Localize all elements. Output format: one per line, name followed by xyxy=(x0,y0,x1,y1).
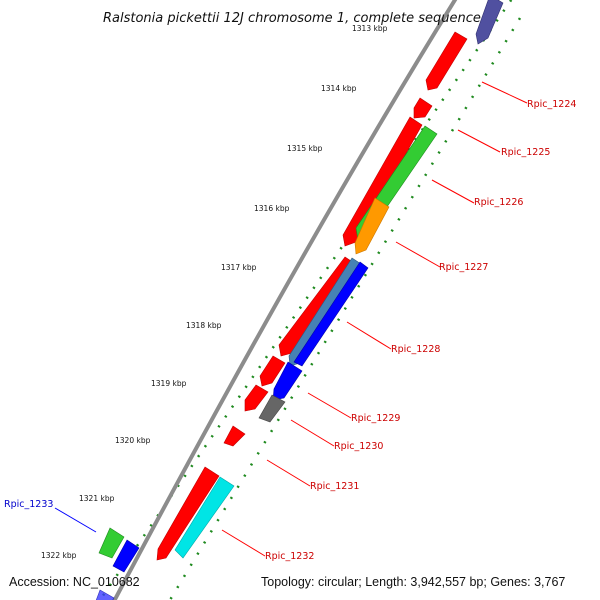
gene-label-rpic-1227[interactable]: Rpic_1227 xyxy=(439,262,488,273)
gene-label-rpic-1228[interactable]: Rpic_1228 xyxy=(391,344,440,355)
feature-rpic-1233-green xyxy=(98,527,125,559)
gene-label-rpic-1230[interactable]: Rpic_1230 xyxy=(334,441,383,452)
scale-label-1321: 1321 kbp xyxy=(79,494,115,503)
feature-rpic-1225 xyxy=(342,116,423,247)
scale-label-1313: 1313 kbp xyxy=(352,24,388,33)
leader-rpic-1225 xyxy=(457,129,501,153)
topology-text: Topology: circular; Length: 3,942,557 bp… xyxy=(261,575,565,589)
gene-label-rpic-1232[interactable]: Rpic_1232 xyxy=(265,551,314,562)
feature-rpic-1223 xyxy=(425,31,468,91)
gene-label-rpic-1226[interactable]: Rpic_1226 xyxy=(474,197,523,208)
map-title: Ralstonia pickettii 12J chromosome 1, co… xyxy=(103,11,481,26)
scale-label-1315: 1315 kbp xyxy=(287,144,323,153)
leader-rpic-1231 xyxy=(266,459,311,487)
gene-label-rpic-1233[interactable]: Rpic_1233 xyxy=(4,499,53,510)
gene-label-rpic-1225[interactable]: Rpic_1225 xyxy=(501,147,550,158)
leader-rpic-1226 xyxy=(431,179,475,204)
scale-label-1316: 1316 kbp xyxy=(254,204,290,213)
chromosome-backbone xyxy=(112,0,458,600)
feature-rpic-1233-blue xyxy=(112,539,140,573)
feature-rpic-1228-blue xyxy=(293,261,369,367)
feature-rpic-1234 xyxy=(95,589,115,600)
feature-rpic-1230-red xyxy=(244,384,269,412)
feature-rpic-1227 xyxy=(354,197,390,255)
feature-rpic-1231 xyxy=(223,425,246,447)
feature-rpic-1223-purple xyxy=(475,0,504,45)
scale-label-1318: 1318 kbp xyxy=(186,321,222,330)
feature-rpic-1229-red xyxy=(259,355,286,387)
leader-rpic-1229 xyxy=(307,392,352,419)
scale-label-1320: 1320 kbp xyxy=(115,436,151,445)
leader-rpic-1228 xyxy=(346,321,392,350)
feature-rpic-1232-cyan xyxy=(174,476,235,559)
scale-label-1317: 1317 kbp xyxy=(221,263,257,272)
leader-rpic-1224 xyxy=(481,81,528,104)
scale-label-1322: 1322 kbp xyxy=(41,551,77,560)
feature-rpic-1224 xyxy=(413,97,433,119)
leader-rpic-1230 xyxy=(290,419,335,447)
scale-label-1319: 1319 kbp xyxy=(151,379,187,388)
feature-rpic-1232-red xyxy=(156,466,220,561)
feature-rpic-1230-gray xyxy=(258,394,286,423)
scale-label-1314: 1314 kbp xyxy=(321,84,357,93)
outer-tick-line xyxy=(168,17,522,600)
leader-rpic-1233 xyxy=(54,507,97,533)
leader-rpic-1232 xyxy=(221,529,266,557)
gene-label-rpic-1224[interactable]: Rpic_1224 xyxy=(527,99,576,110)
gene-label-rpic-1229[interactable]: Rpic_1229 xyxy=(351,413,400,424)
accession-text: Accession: NC_010682 xyxy=(9,575,140,589)
gene-label-rpic-1231[interactable]: Rpic_1231 xyxy=(310,481,359,492)
leader-rpic-1227 xyxy=(395,241,441,268)
